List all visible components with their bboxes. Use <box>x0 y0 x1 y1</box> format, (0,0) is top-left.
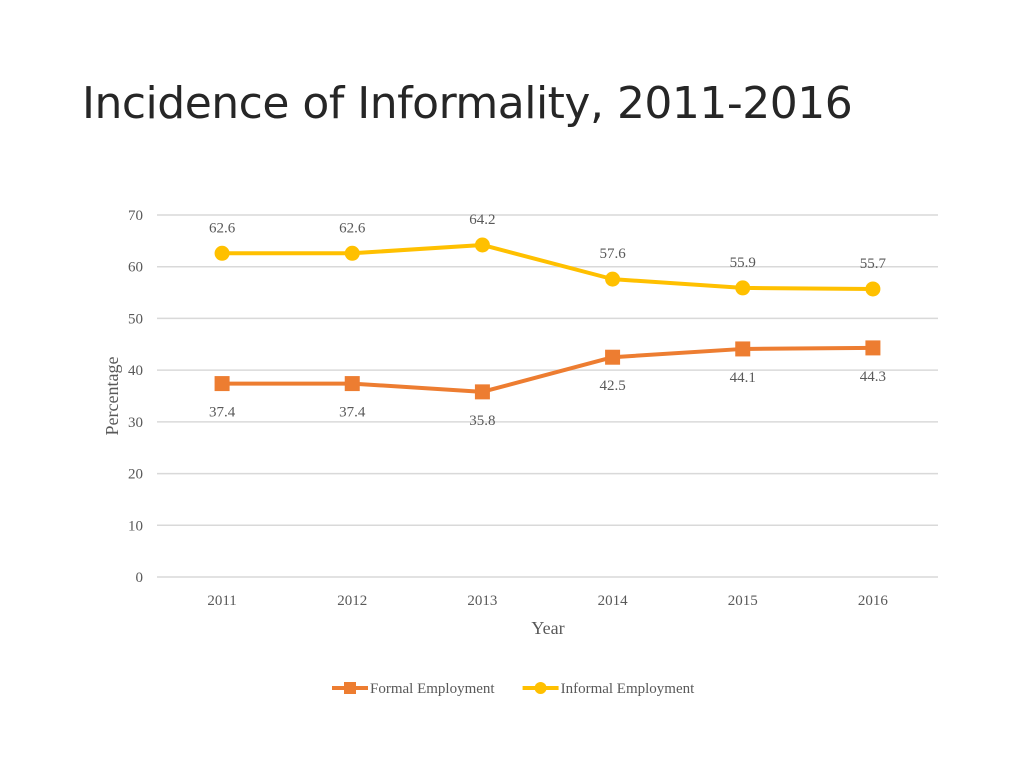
legend-marker <box>344 682 356 694</box>
data-label: 44.1 <box>730 370 756 386</box>
series-line <box>220 242 875 291</box>
legend-label: Informal Employment <box>561 681 696 697</box>
data-point <box>865 340 881 356</box>
data-point <box>474 384 490 400</box>
series-0: 37.4 37.4 35.8 42.5 44.1 44.3 <box>209 340 886 429</box>
series-1: 62.6 62.6 64.2 57.6 55.9 55.7 <box>209 212 887 297</box>
data-point <box>865 281 881 297</box>
y-tick-label: 60 <box>128 260 143 276</box>
x-tick-label: 2016 <box>858 593 889 609</box>
data-label: 64.2 <box>469 212 495 228</box>
x-axis-ticks: 2011 2012 2013 2014 2015 2016 <box>207 593 888 609</box>
legend-item: Formal Employment <box>332 681 495 697</box>
data-label: 62.6 <box>209 220 236 236</box>
x-tick-label: 2013 <box>467 593 497 609</box>
y-tick-label: 40 <box>128 363 143 379</box>
data-point <box>735 341 751 357</box>
legend-label: Formal Employment <box>370 681 495 697</box>
data-label: 37.4 <box>209 405 236 421</box>
gridlines <box>157 214 938 578</box>
y-tick-label: 10 <box>128 518 143 534</box>
data-label: 44.3 <box>860 369 886 385</box>
data-point <box>735 280 751 296</box>
data-point <box>214 376 230 392</box>
y-tick-label: 30 <box>128 415 143 431</box>
data-point <box>214 245 230 261</box>
series: 37.4 37.4 35.8 42.5 44.1 44.3 62.6 62.6 64.2 57.6… <box>209 212 887 429</box>
series-line <box>220 345 875 394</box>
y-tick-label: 50 <box>128 311 143 327</box>
data-point <box>605 271 621 287</box>
x-tick-label: 2011 <box>207 593 236 609</box>
data-label: 35.8 <box>469 413 495 429</box>
data-label: 62.6 <box>339 220 366 236</box>
data-point <box>474 237 490 253</box>
y-tick-label: 0 <box>136 570 144 586</box>
data-label: 42.5 <box>599 378 625 394</box>
x-tick-label: 2012 <box>337 593 367 609</box>
legend-marker <box>534 682 547 694</box>
x-tick-label: 2014 <box>598 593 629 609</box>
data-label: 55.9 <box>730 255 756 271</box>
data-point <box>344 376 360 392</box>
y-axis-ticks: 0 10 20 30 40 50 60 70 <box>128 208 143 586</box>
page-title: Incidence of Informality, 2011-2016 <box>82 78 853 129</box>
y-tick-label: 20 <box>128 467 143 483</box>
y-tick-label: 70 <box>128 208 143 224</box>
data-label: 37.4 <box>339 405 366 421</box>
y-axis-title: Percentage <box>102 357 122 436</box>
x-axis-title: Year <box>531 618 564 638</box>
data-label: 57.6 <box>599 246 626 262</box>
x-tick-label: 2015 <box>728 593 758 609</box>
legend-item: Informal Employment <box>522 681 696 697</box>
data-label: 55.7 <box>860 256 887 272</box>
data-point <box>605 349 621 365</box>
legend: Formal Employment Informal Employment <box>332 681 695 697</box>
data-point <box>344 245 360 261</box>
